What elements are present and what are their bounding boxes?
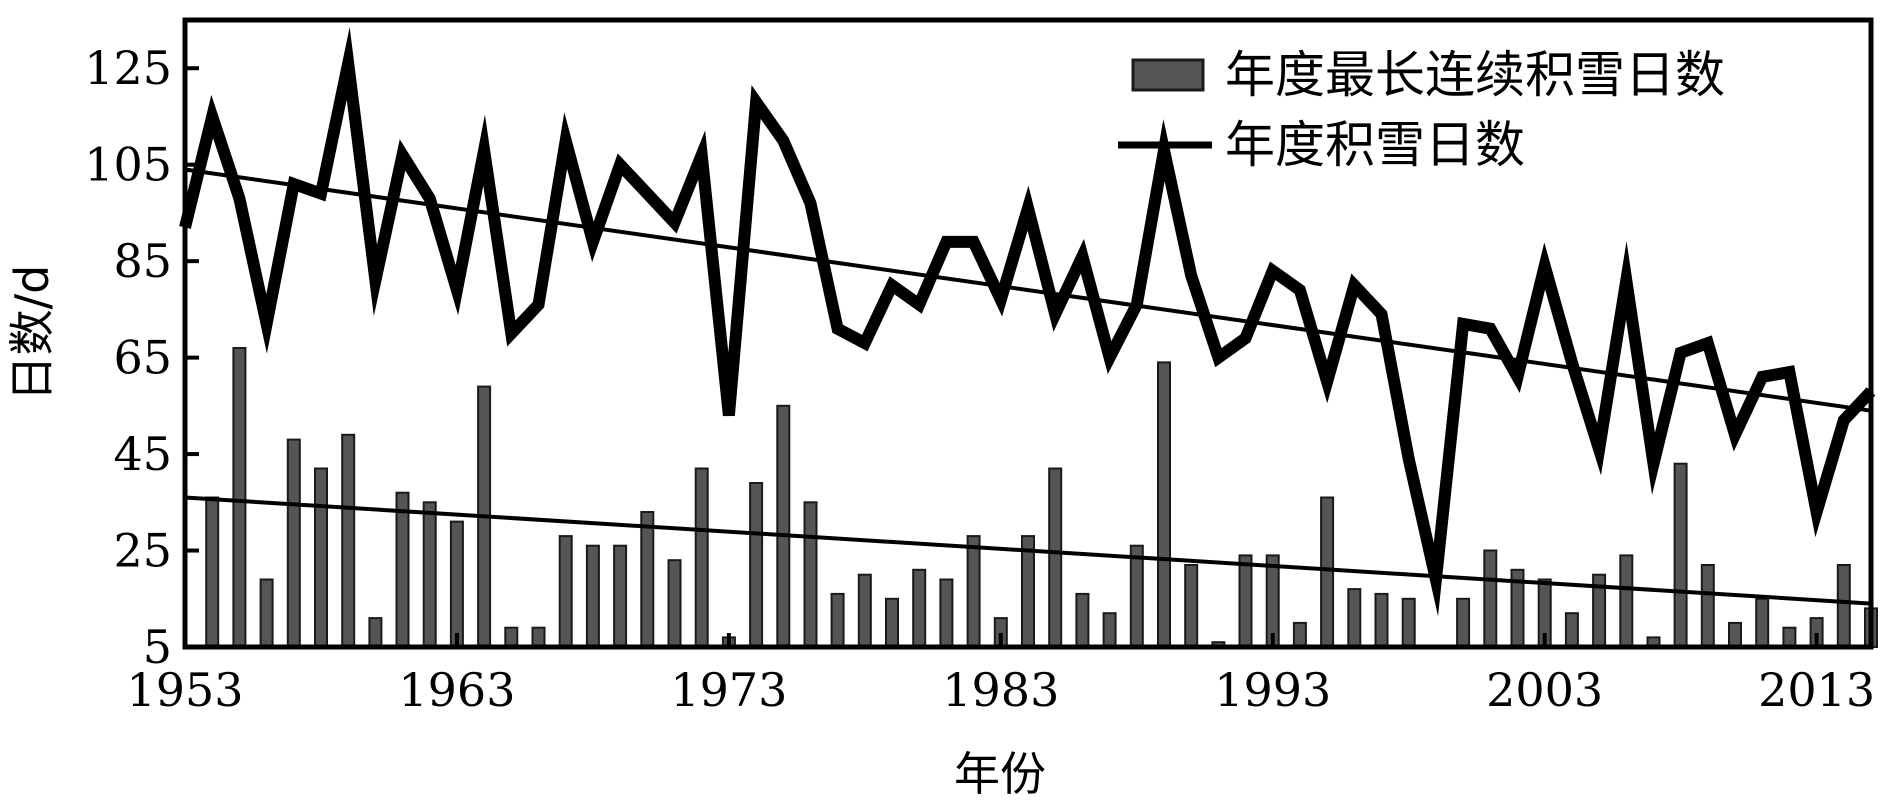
x-axis-title: 年份	[954, 747, 1046, 801]
bar	[667, 559, 682, 649]
legend-bar-label: 年度最长连续积雪日数	[1225, 46, 1725, 104]
bar	[1347, 588, 1362, 648]
series-line	[179, 26, 1876, 617]
bar	[1836, 564, 1851, 648]
bar	[531, 626, 546, 649]
trend-layer	[184, 167, 1872, 606]
bar	[640, 511, 655, 648]
bar	[1564, 612, 1579, 649]
bar	[1619, 554, 1634, 649]
bar	[1184, 564, 1199, 648]
line-layer	[179, 26, 1876, 617]
x-tick-label: 1973	[670, 663, 787, 717]
bar	[205, 496, 220, 648]
bar	[1673, 462, 1688, 649]
bar	[341, 433, 356, 648]
bar	[259, 578, 274, 648]
bar	[1320, 496, 1335, 648]
y-axis: 5 25 45 65 85 105 125	[84, 41, 199, 674]
bar	[885, 597, 899, 648]
bar	[694, 467, 709, 648]
bar	[585, 544, 600, 649]
bar	[830, 592, 845, 649]
legend: 年度最长连续积雪日数 年度积雪日数	[1118, 46, 1725, 174]
x-tick-label: 2013	[1758, 663, 1875, 717]
plot-frame	[182, 17, 1874, 650]
bar	[1292, 621, 1307, 649]
bar	[857, 573, 872, 649]
bar	[422, 501, 437, 648]
bar	[1700, 564, 1715, 648]
y-tick-label: 85	[113, 234, 172, 288]
x-axis: 1953 1963 1973 1983 1993 2003 2013	[126, 633, 1875, 717]
bar	[1456, 597, 1471, 648]
bar	[368, 617, 383, 648]
y-tick-label: 25	[113, 524, 172, 578]
bar	[558, 535, 573, 648]
y-tick-label: 125	[84, 41, 172, 95]
x-tick-label: 1953	[126, 663, 243, 717]
bar	[1102, 612, 1117, 649]
bar	[749, 482, 764, 648]
y-tick-label: 105	[84, 138, 172, 192]
y-tick-label: 65	[113, 331, 172, 385]
legend-line-label: 年度积雪日数	[1225, 116, 1525, 174]
x-tick-label: 1963	[398, 663, 515, 717]
bar	[939, 578, 954, 648]
x-tick-label: 1983	[942, 663, 1059, 717]
bar	[504, 626, 519, 649]
x-tick-label: 1993	[1214, 663, 1331, 717]
bar	[912, 568, 927, 648]
bar	[613, 544, 628, 649]
y-tick-label: 5	[143, 620, 172, 674]
trend-line	[184, 495, 1872, 606]
bar	[232, 347, 247, 648]
bar	[776, 404, 791, 648]
y-axis-title: 日数/d	[5, 265, 59, 402]
bar	[1782, 626, 1797, 649]
bar	[1728, 621, 1742, 649]
bar	[1048, 467, 1063, 648]
bar	[1483, 549, 1498, 648]
bar	[1129, 544, 1144, 649]
bar	[966, 535, 981, 648]
bar	[449, 520, 464, 648]
bar	[1374, 592, 1389, 649]
bar	[1401, 597, 1416, 648]
bar	[395, 491, 410, 649]
bar	[286, 438, 301, 648]
legend-bar-swatch	[1131, 58, 1205, 92]
bar	[314, 467, 328, 648]
y-tick-label: 45	[113, 427, 172, 481]
bar	[1075, 592, 1090, 649]
bars-layer	[205, 347, 1878, 649]
bar	[1157, 361, 1171, 648]
bar	[1238, 554, 1253, 649]
bar	[1755, 597, 1770, 648]
bar	[803, 501, 818, 648]
trend-line	[184, 167, 1872, 413]
x-tick-label: 2003	[1486, 663, 1603, 717]
